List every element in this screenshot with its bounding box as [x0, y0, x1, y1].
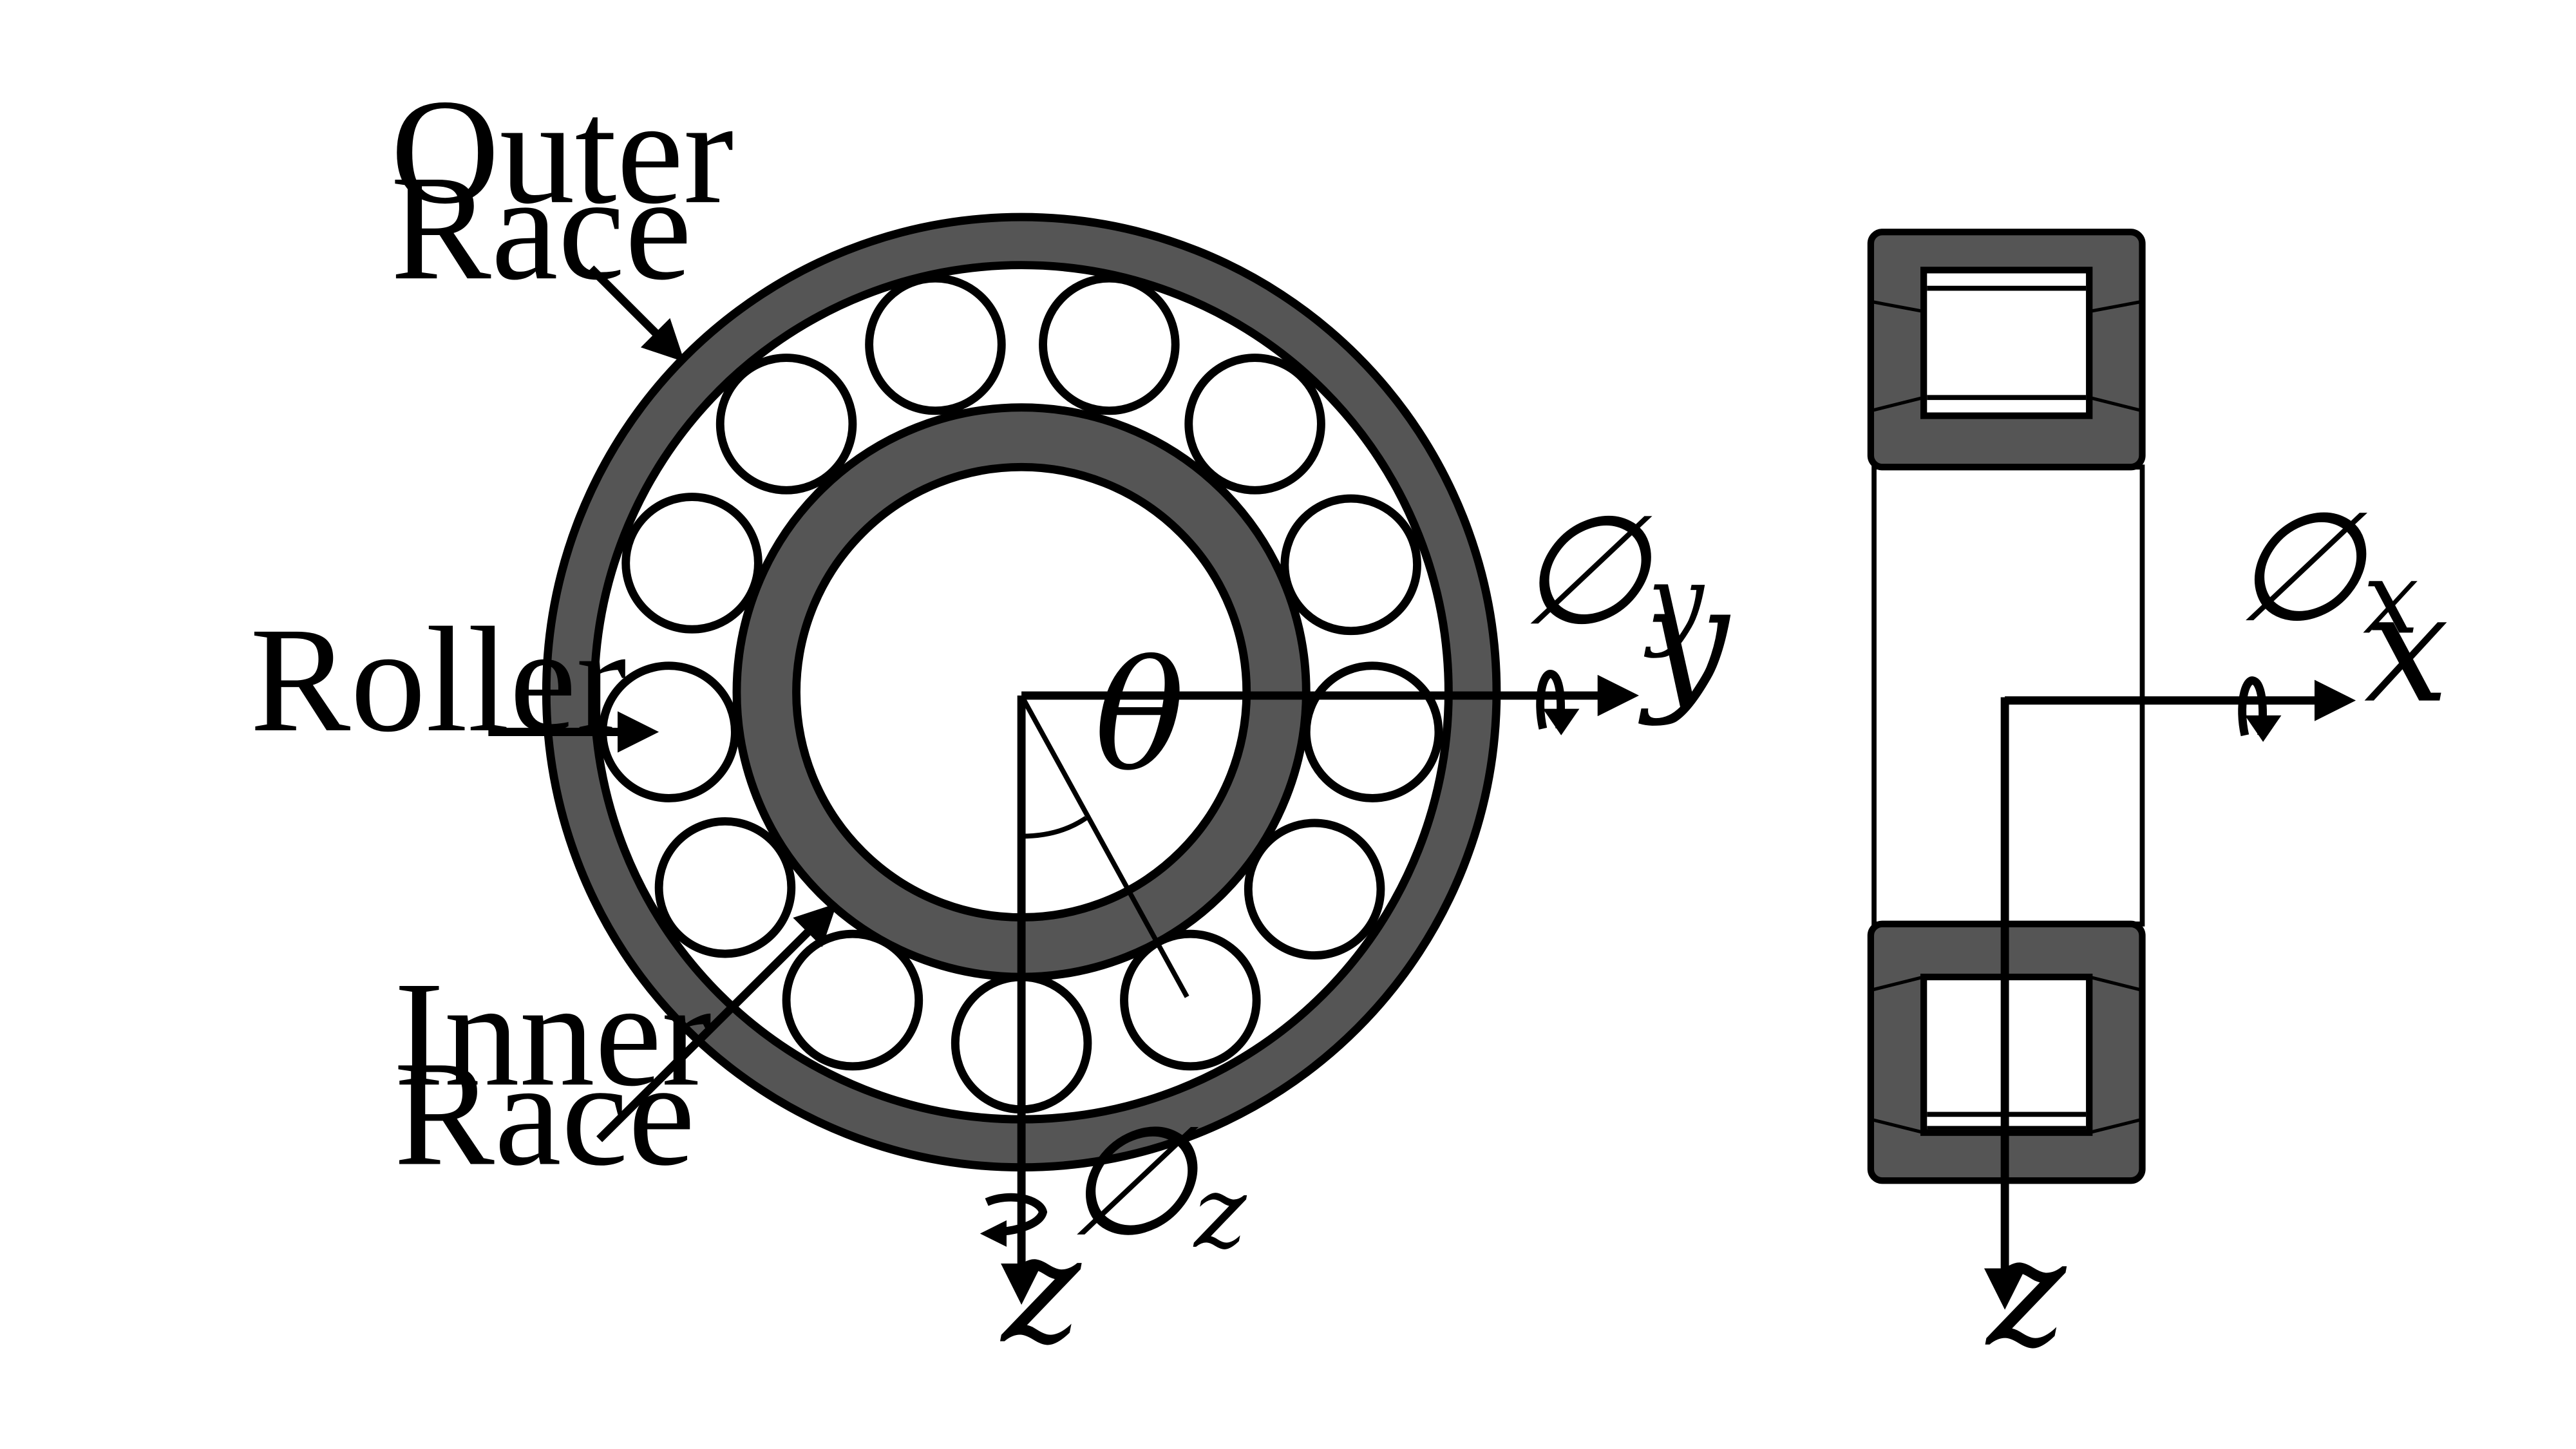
- phi-z-label: ∅z: [1063, 1094, 1247, 1271]
- roller: [621, 493, 762, 634]
- phi-y-label: ∅y: [1517, 484, 1705, 660]
- roller: [654, 817, 796, 958]
- roller: [1120, 929, 1261, 1071]
- rotation-z-icon: [980, 1193, 1048, 1247]
- z-axis-label-front: z: [999, 1202, 1082, 1378]
- theta-symbol: θ: [1094, 629, 1185, 804]
- z-axis-label-side: z: [1985, 1206, 2067, 1381]
- theta-arc: [1021, 816, 1088, 839]
- x-axis-label: x: [2364, 562, 2449, 737]
- y-axis-label: y: [1638, 553, 1731, 728]
- side-section-top: [1867, 229, 2146, 471]
- theta-line: [1019, 694, 1189, 998]
- roller: [865, 274, 1006, 415]
- rotation-x-icon: [2238, 676, 2282, 742]
- roller: [1302, 661, 1443, 802]
- side-roller-top: [1920, 267, 2093, 419]
- outer-race-pointer: [588, 265, 685, 363]
- roller: [1039, 274, 1180, 415]
- roller: [1184, 354, 1325, 495]
- roller: [782, 929, 923, 1071]
- outer-race-label: Outer Race: [391, 68, 772, 311]
- inner-race-label: Inner Race: [394, 951, 750, 1197]
- roller: [715, 354, 857, 495]
- rotation-y-icon: [1536, 670, 1580, 735]
- side-view: x z ∅x: [1867, 229, 2449, 1381]
- front-view: Outer Race Roller Inner Race θ y z ∅y ∅z: [250, 68, 1731, 1378]
- phi-x-label: ∅x: [2231, 480, 2419, 657]
- roller: [1244, 819, 1385, 960]
- rollers: [598, 274, 1443, 1114]
- inner-race-pointer: [596, 903, 837, 1142]
- roller: [1280, 494, 1421, 636]
- roller-label: Roller: [250, 596, 627, 763]
